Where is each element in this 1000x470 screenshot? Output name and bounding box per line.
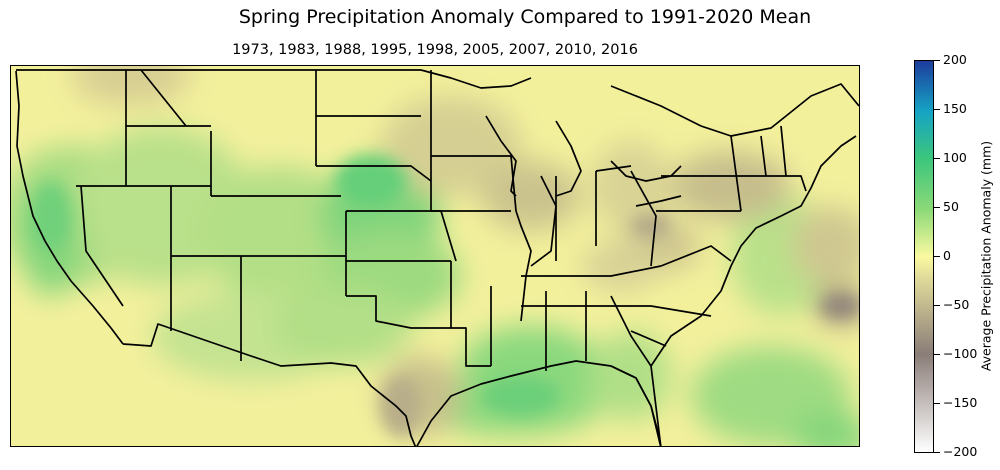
- tick-label: 0: [943, 248, 951, 263]
- tick-mark: [934, 109, 940, 110]
- tick-label: 150: [943, 101, 967, 116]
- tick-label: −100: [943, 346, 978, 361]
- map-canvas: [11, 66, 859, 446]
- tick-mark: [934, 207, 940, 208]
- colorbar: [914, 60, 934, 453]
- tick-label: −50: [943, 297, 970, 312]
- tick-label: 50: [943, 199, 959, 214]
- anomaly-field: [11, 66, 859, 446]
- tick-label: −150: [943, 395, 978, 410]
- map-subtitle: 1973, 1983, 1988, 1995, 1998, 2005, 2007…: [232, 42, 638, 58]
- map-title: Spring Precipitation Anomaly Compared to…: [238, 6, 812, 28]
- tick-mark: [934, 60, 940, 61]
- tick-mark: [934, 256, 940, 257]
- tick-mark: [934, 354, 940, 355]
- tick-mark: [934, 158, 940, 159]
- tick-label: 100: [943, 150, 967, 165]
- tick-label: 200: [943, 52, 967, 67]
- florida-peninsula: [610, 365, 662, 446]
- tick-mark: [934, 305, 940, 306]
- precipitation-map: [10, 65, 860, 447]
- tick-mark: [934, 452, 940, 453]
- tick-label: −200: [943, 444, 978, 459]
- colorbar-label: Average Precipitation Anomaly (mm): [978, 140, 994, 372]
- tick-mark: [934, 403, 940, 404]
